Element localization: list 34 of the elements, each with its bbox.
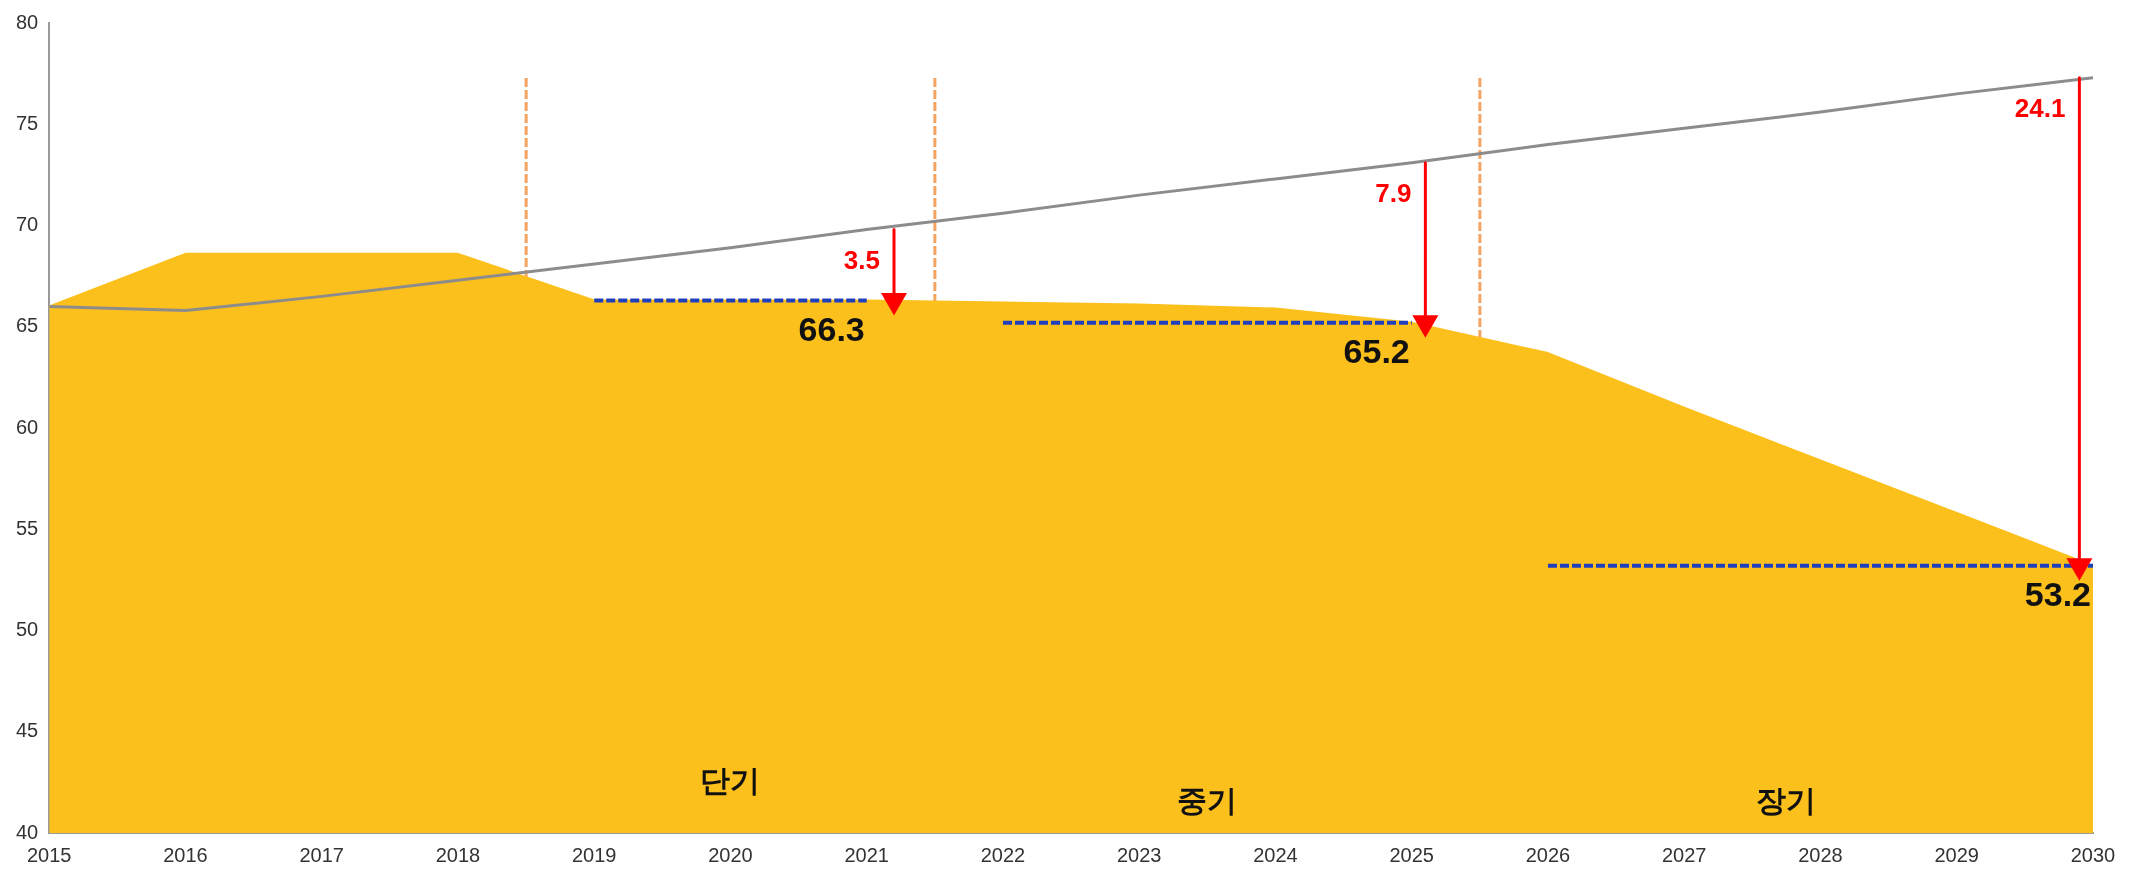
x-tick-label: 2021 — [844, 843, 889, 866]
x-tick-label: 2028 — [1798, 843, 1843, 866]
x-tick-label: 2027 — [1662, 843, 1707, 866]
data-label: 66.3 — [798, 309, 865, 348]
series-label: 3.5 — [843, 244, 880, 275]
x-tick-label: 2017 — [299, 843, 344, 866]
x-tick-label: 2022 — [980, 843, 1026, 866]
series-label: 24.1 — [2014, 92, 2066, 123]
x-tick-label: 2016 — [163, 843, 208, 866]
x-tick-label: 2030 — [2070, 843, 2116, 866]
y-tick-label: 60 — [16, 415, 39, 438]
x-tick-label: 2019 — [572, 843, 617, 866]
y-tick-label: 45 — [16, 719, 39, 742]
y-tick-label: 80 — [16, 10, 39, 33]
y-tick-label: 55 — [16, 516, 39, 539]
annotation: 장기 — [1756, 784, 1817, 818]
x-tick-label: 2015 — [27, 843, 72, 866]
annotation: 단기 — [700, 764, 761, 798]
x-tick-label: 2023 — [1117, 843, 1162, 866]
y-tick-label: 40 — [16, 820, 39, 843]
x-tick-label: 2020 — [708, 843, 753, 866]
annotation: 중기 — [1177, 784, 1238, 818]
x-tick-label: 2018 — [435, 843, 481, 866]
x-tick-label: 2026 — [1525, 843, 1571, 866]
y-tick-label: 65 — [16, 314, 39, 337]
x-tick-label: 2029 — [1934, 843, 1979, 866]
x-tick-label: 2025 — [1389, 843, 1434, 866]
data-label: 53.2 — [2024, 575, 2091, 614]
y-tick-label: 50 — [16, 618, 39, 641]
series-label: 7.9 — [1375, 177, 1412, 208]
y-tick-label: 75 — [16, 111, 39, 134]
y-tick-label: 70 — [16, 213, 39, 236]
x-tick-label: 2024 — [1253, 843, 1298, 866]
data-label: 65.2 — [1343, 332, 1410, 371]
